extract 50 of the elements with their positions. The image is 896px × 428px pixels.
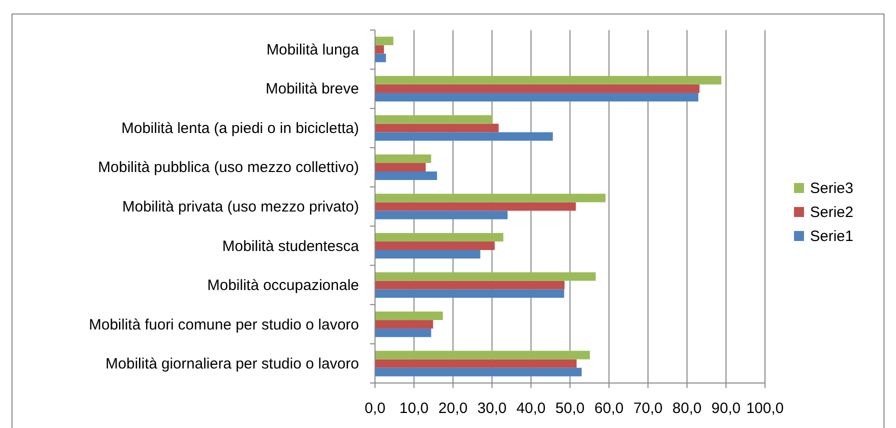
- bar: [375, 171, 438, 180]
- legend-label: Serie2: [810, 204, 854, 221]
- bar: [375, 162, 426, 172]
- x-tick-label: 100,0: [746, 400, 784, 417]
- y-tick-label: Mobilità pubblica (uso mezzo collettivo): [98, 159, 359, 176]
- bar: [375, 202, 576, 211]
- bar: [375, 242, 495, 250]
- bar: [375, 76, 722, 84]
- bar: [375, 210, 508, 220]
- bar: [375, 84, 700, 93]
- bar: [375, 312, 443, 320]
- bar: [375, 92, 698, 102]
- x-tick-label: 60,0: [594, 400, 624, 417]
- legend-label: Serie1: [810, 228, 854, 245]
- x-tick-label: 80,0: [672, 400, 702, 417]
- y-tick-label: Mobilità occupazionale: [207, 277, 359, 294]
- x-tick-label: 50,0: [555, 400, 585, 417]
- bar: [375, 233, 504, 242]
- y-tick-label: Mobilità lenta (a piedi o in bicicletta): [121, 120, 359, 137]
- y-tick-label: Mobilità studentesca: [222, 238, 360, 255]
- x-tick-label: 40,0: [516, 400, 546, 417]
- bar: [375, 54, 386, 62]
- y-tick-label: Mobilità fuori comune per studio o lavoro: [88, 316, 359, 334]
- y-tick-label: Mobilità giornaliera per studio o lavoro: [106, 356, 359, 373]
- bar: [375, 45, 384, 54]
- bar: [375, 124, 499, 132]
- bar: [375, 280, 565, 290]
- bar: [375, 272, 596, 281]
- y-tick-label: Mobilità lunga: [266, 41, 360, 58]
- y-tick-label: Mobilità privata (uso mezzo privato): [122, 198, 359, 216]
- bar: [375, 368, 582, 376]
- x-tick-label: 0,0: [364, 400, 386, 417]
- bar: [375, 328, 432, 338]
- x-tick-label: 70,0: [633, 400, 663, 417]
- bar: [375, 154, 432, 163]
- x-tick-label: 10,0: [399, 400, 429, 417]
- bar: [375, 359, 577, 368]
- x-tick-label: 20,0: [438, 400, 468, 417]
- x-tick-label: 90,0: [711, 400, 741, 417]
- bar: [375, 36, 394, 46]
- bar: [375, 350, 590, 360]
- x-tick-label: 30,0: [477, 400, 507, 417]
- bar: [375, 250, 480, 259]
- y-tick-label: Mobilità breve: [266, 80, 359, 98]
- bar: [375, 115, 493, 124]
- legend-label: Serie3: [810, 180, 854, 197]
- bar: [375, 132, 553, 141]
- bar: [375, 289, 564, 298]
- bar: [375, 194, 606, 202]
- bar: [375, 320, 434, 329]
